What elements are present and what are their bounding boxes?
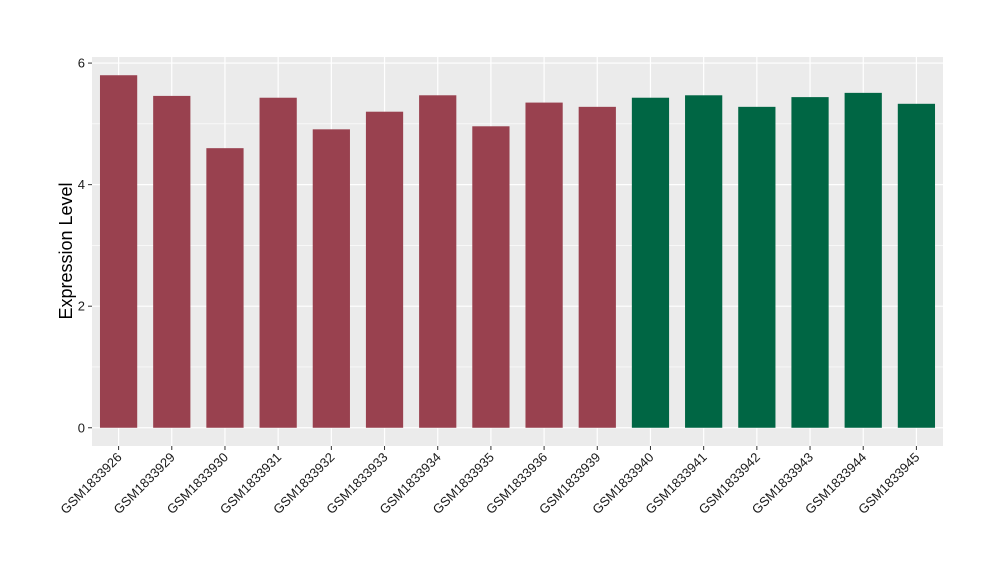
bar-GSM1833939 — [578, 106, 616, 428]
bar-GSM1833940 — [631, 97, 670, 428]
bar-GSM1833941 — [685, 95, 723, 428]
bar-GSM1833945 — [897, 103, 936, 428]
y-axis: 0 2 4 6 — [78, 56, 92, 435]
bar-GSM1833932 — [312, 129, 350, 428]
bar-GSM1833934 — [419, 95, 457, 428]
bar-GSM1833943 — [791, 97, 829, 428]
bar-GSM1833931 — [259, 97, 297, 428]
bar-GSM1833942 — [738, 106, 776, 428]
bar-GSM1833936 — [525, 102, 563, 428]
y-tick-label: 4 — [78, 177, 85, 192]
bar-GSM1833929 — [153, 95, 191, 428]
bar-GSM1833933 — [365, 111, 404, 428]
y-axis-title: Expression Level — [56, 182, 76, 319]
y-tick-label: 6 — [78, 56, 85, 71]
y-tick-label: 2 — [78, 299, 85, 314]
x-axis: GSM1833926GSM1833929GSM1833930GSM1833931… — [57, 446, 923, 517]
bar-GSM1833935 — [472, 126, 510, 428]
bar-GSM1833926 — [99, 75, 138, 428]
y-tick-label: 0 — [78, 420, 85, 435]
bars — [99, 75, 936, 428]
bar-GSM1833944 — [844, 92, 882, 428]
bar-GSM1833930 — [206, 148, 244, 428]
